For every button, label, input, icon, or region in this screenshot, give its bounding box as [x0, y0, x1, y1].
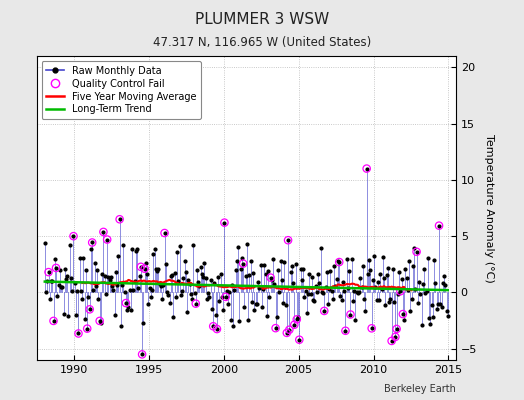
- Point: [266, 274, 275, 281]
- Point: [99, 229, 107, 235]
- Point: [292, 316, 301, 322]
- Point: [88, 239, 96, 246]
- Point: [122, 300, 130, 306]
- Point: [239, 260, 247, 267]
- Point: [399, 311, 407, 317]
- Point: [222, 294, 230, 300]
- Point: [74, 330, 83, 337]
- Point: [271, 325, 280, 331]
- Point: [95, 318, 104, 324]
- Point: [367, 325, 376, 332]
- Point: [295, 336, 303, 343]
- Point: [83, 326, 91, 332]
- Point: [138, 351, 146, 358]
- Text: Berkeley Earth: Berkeley Earth: [384, 384, 456, 394]
- Point: [49, 318, 58, 324]
- Point: [320, 308, 329, 314]
- Point: [160, 230, 169, 236]
- Point: [52, 265, 60, 271]
- Text: PLUMMER 3 WSW: PLUMMER 3 WSW: [195, 12, 329, 27]
- Point: [335, 259, 343, 265]
- Text: 47.317 N, 116.965 W (United States): 47.317 N, 116.965 W (United States): [153, 36, 371, 49]
- Y-axis label: Temperature Anomaly (°C): Temperature Anomaly (°C): [484, 134, 494, 282]
- Point: [209, 323, 217, 330]
- Point: [192, 300, 200, 307]
- Point: [396, 288, 405, 294]
- Point: [387, 338, 396, 344]
- Point: [213, 326, 221, 332]
- Point: [290, 322, 299, 328]
- Point: [137, 264, 145, 270]
- Legend: Raw Monthly Data, Quality Control Fail, Five Year Moving Average, Long-Term Tren: Raw Monthly Data, Quality Control Fail, …: [41, 61, 201, 119]
- Point: [435, 222, 443, 229]
- Point: [284, 237, 292, 244]
- Point: [220, 220, 228, 226]
- Point: [285, 326, 293, 333]
- Point: [45, 269, 53, 275]
- Point: [341, 328, 350, 334]
- Point: [391, 334, 400, 340]
- Point: [103, 236, 112, 243]
- Point: [69, 233, 78, 239]
- Point: [412, 248, 421, 255]
- Point: [346, 311, 355, 318]
- Point: [363, 165, 371, 172]
- Point: [85, 306, 94, 312]
- Point: [140, 266, 149, 272]
- Point: [115, 216, 124, 222]
- Point: [282, 330, 291, 336]
- Point: [392, 326, 401, 332]
